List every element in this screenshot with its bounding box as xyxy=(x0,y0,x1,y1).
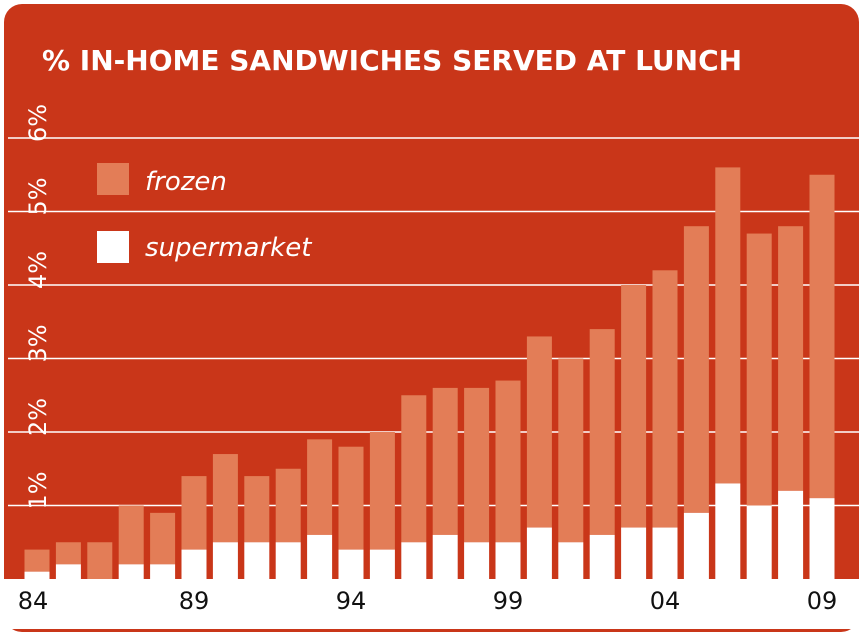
bar-frozen xyxy=(24,549,50,572)
bar-frozen xyxy=(432,387,458,535)
bar-supermarket xyxy=(715,483,741,579)
bar-supermarket xyxy=(338,549,364,579)
x-tick-label: 99 xyxy=(493,587,524,615)
bars xyxy=(24,167,835,579)
x-tick-label: 09 xyxy=(807,587,838,615)
bar-frozen xyxy=(307,439,333,535)
bar-frozen xyxy=(809,174,835,499)
x-tick-label: 94 xyxy=(336,587,367,615)
bar-supermarket xyxy=(369,549,395,579)
legend-swatch-frozen xyxy=(97,163,129,195)
y-tick-label: 5% xyxy=(24,177,52,215)
bar-supermarket xyxy=(809,498,835,579)
bar-supermarket xyxy=(652,527,678,579)
legend-label-frozen: frozen xyxy=(145,167,227,197)
bar-frozen xyxy=(778,226,804,491)
bar-supermarket xyxy=(181,549,207,579)
bar-frozen xyxy=(495,380,521,543)
bar-supermarket xyxy=(150,564,176,579)
bar-frozen xyxy=(244,476,270,543)
bar-frozen xyxy=(338,446,364,550)
bar-frozen xyxy=(746,233,772,506)
bar-supermarket xyxy=(401,542,427,579)
bar-frozen xyxy=(589,329,615,535)
bar-supermarket xyxy=(558,542,584,579)
bar-frozen xyxy=(652,270,678,528)
bar-frozen xyxy=(118,505,144,565)
bar-supermarket xyxy=(432,534,458,579)
legend: frozen supermarket xyxy=(97,163,312,263)
bar-supermarket xyxy=(621,527,647,579)
x-tick-label: 04 xyxy=(650,587,681,615)
y-tick-label: 3% xyxy=(24,324,52,362)
bar-supermarket xyxy=(55,564,81,579)
bar-frozen xyxy=(181,476,207,550)
bar-supermarket xyxy=(495,542,521,579)
bar-frozen xyxy=(401,395,427,543)
bar-supermarket xyxy=(746,505,772,579)
bar-frozen xyxy=(464,387,490,543)
x-tick-label: 84 xyxy=(18,587,49,615)
y-tick-label: 2% xyxy=(24,398,52,436)
y-tick-label: 4% xyxy=(24,251,52,289)
bar-supermarket xyxy=(307,534,333,579)
bar-supermarket xyxy=(212,542,238,579)
bar-supermarket xyxy=(464,542,490,579)
y-tick-label: 1% xyxy=(24,471,52,509)
bar-frozen xyxy=(683,226,709,513)
x-tick-label: 89 xyxy=(179,587,210,615)
bar-frozen xyxy=(715,167,741,484)
legend-swatch-supermarket xyxy=(97,231,129,263)
bar-frozen xyxy=(275,468,301,543)
y-tick-labels: 1% 2% 3% 4% 5% 6% xyxy=(24,104,52,510)
x-tick-labels: 84 89 94 99 04 09 xyxy=(18,587,838,615)
bar-supermarket xyxy=(24,571,50,579)
chart-title: % IN-HOME SANDWICHES SERVED AT LUNCH xyxy=(42,44,742,77)
bar-frozen xyxy=(558,358,584,543)
bar-frozen xyxy=(369,432,395,550)
bar-supermarket xyxy=(526,527,552,579)
bar-frozen xyxy=(526,336,552,528)
bar-frozen xyxy=(87,542,113,579)
bar-supermarket xyxy=(275,542,301,579)
bar-supermarket xyxy=(589,534,615,579)
bar-supermarket xyxy=(244,542,270,579)
bar-frozen xyxy=(55,542,81,565)
bar-supermarket xyxy=(778,490,804,579)
bar-supermarket xyxy=(683,512,709,579)
bar-supermarket xyxy=(118,564,144,579)
x-axis-band xyxy=(4,579,859,629)
bar-frozen xyxy=(212,454,238,543)
y-tick-label: 6% xyxy=(24,104,52,142)
legend-label-supermarket: supermarket xyxy=(145,233,312,263)
bar-frozen xyxy=(621,285,647,528)
bar-frozen xyxy=(150,512,176,565)
